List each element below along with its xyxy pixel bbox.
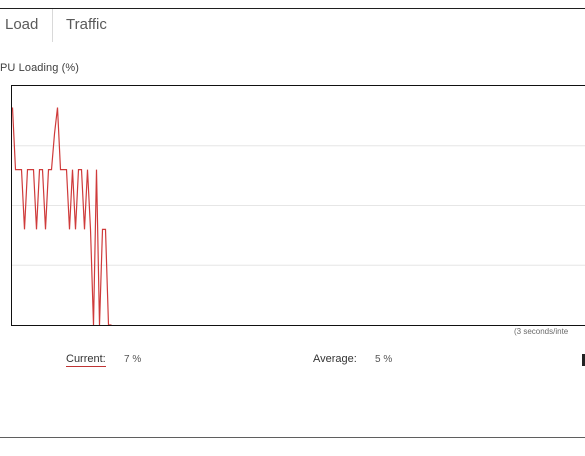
cpu-loading-chart [11, 85, 585, 326]
cut-off-indicator [582, 354, 585, 366]
cpu-load-series-line [12, 107, 112, 325]
tab-traffic[interactable]: Traffic [53, 9, 585, 41]
top-divider [0, 8, 585, 9]
interval-note: (3 seconds/inte [514, 327, 569, 336]
chart-grid [12, 145, 585, 266]
average-label: Average: [313, 353, 357, 365]
chart-title: PU Loading (%) [0, 62, 80, 74]
current-value: 7 % [124, 354, 142, 365]
chart-series-layer [12, 107, 112, 325]
tab-bar: Load Traffic [0, 9, 585, 42]
cpu-loading-chart-svg [12, 107, 585, 325]
average-value: 5 % [375, 354, 393, 365]
bottom-divider [0, 437, 585, 438]
current-label: Current: [66, 353, 106, 367]
tab-load[interactable]: Load [0, 9, 53, 42]
